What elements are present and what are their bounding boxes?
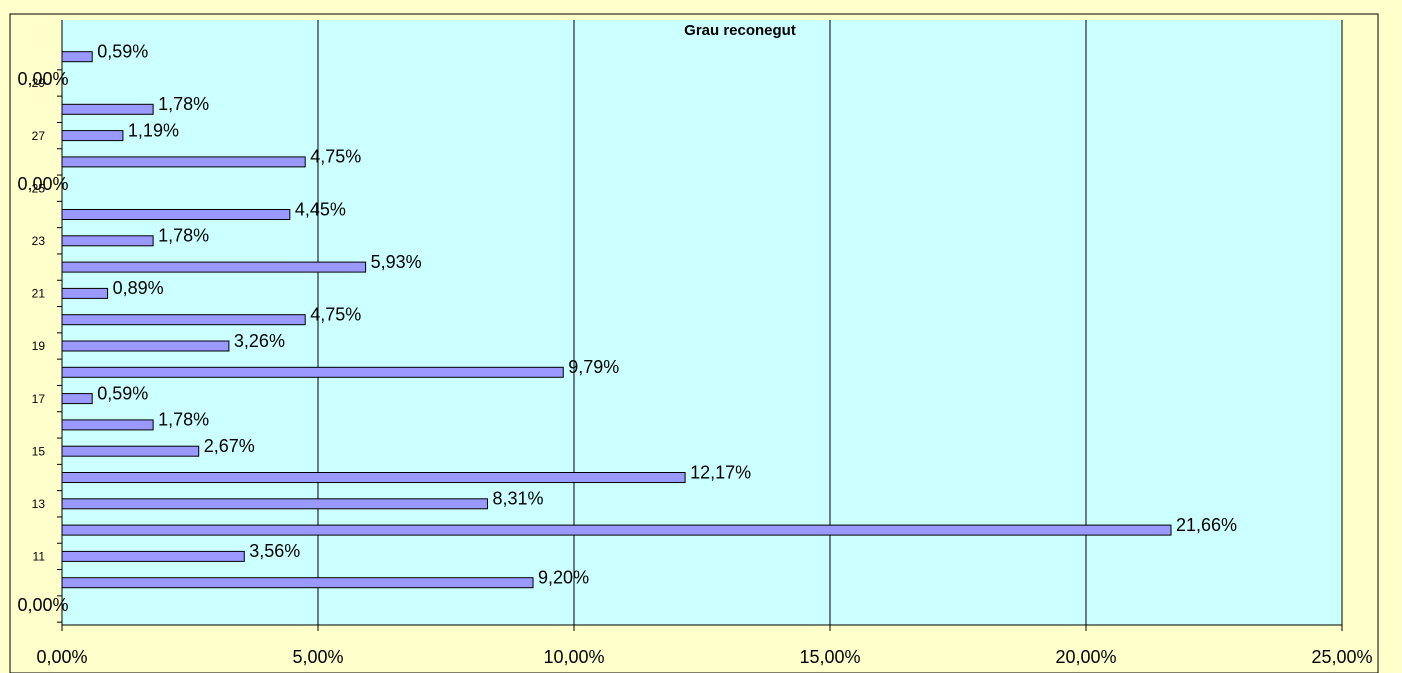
chart-title: Grau reconegut (684, 22, 796, 39)
data-label: 0,00% (17, 595, 68, 615)
y-tick-label: 21 (32, 287, 46, 301)
bar (61, 156, 306, 168)
data-label: 3,26% (234, 331, 285, 351)
bar (61, 314, 306, 326)
bar (61, 261, 367, 273)
data-label: 3,56% (249, 541, 300, 561)
data-label: 1,19% (128, 120, 179, 140)
data-label: 1,78% (158, 226, 209, 246)
bar (61, 103, 154, 115)
data-label: 2,67% (204, 436, 255, 456)
bar (61, 524, 1172, 536)
y-tick-label: 27 (32, 129, 46, 143)
data-label: 21,66% (1176, 515, 1237, 535)
bar (61, 51, 93, 63)
data-label: 9,20% (538, 567, 589, 587)
data-label: 9,79% (568, 357, 619, 377)
y-tick-label: 13 (32, 497, 46, 511)
bar (61, 393, 93, 405)
x-tick-label: 0,00% (36, 647, 87, 667)
x-tick-label: 5,00% (292, 647, 343, 667)
data-label: 1,78% (158, 410, 209, 430)
data-label: 0,89% (113, 278, 164, 298)
y-tick-label: 29 (32, 76, 46, 90)
data-label: 4,75% (310, 147, 361, 167)
data-label: 0,00% (17, 69, 68, 89)
bar (61, 498, 488, 510)
bar (61, 472, 686, 483)
y-tick-label: 17 (32, 392, 46, 406)
x-tick-label: 15,00% (799, 647, 860, 667)
bar (61, 366, 564, 378)
data-label: 0,00% (17, 174, 68, 194)
data-label: 4,75% (310, 304, 361, 324)
y-tick-label: 11 (33, 550, 46, 564)
data-label: 8,31% (492, 489, 543, 509)
x-tick-label: 20,00% (1055, 647, 1116, 667)
bar (61, 445, 200, 457)
bar (61, 577, 534, 589)
y-tick-label: 19 (32, 339, 46, 353)
x-tick-label: 10,00% (543, 647, 604, 667)
bar (61, 340, 230, 352)
y-tick-label: 25 (32, 181, 46, 195)
x-tick-label: 25,00% (1311, 647, 1372, 667)
data-label: 4,45% (295, 199, 346, 219)
bar (61, 209, 291, 220)
data-label: 12,17% (690, 462, 751, 482)
data-label: 5,93% (371, 252, 422, 272)
data-label: 0,59% (97, 383, 148, 403)
bar (61, 235, 154, 247)
bar (61, 550, 245, 562)
bar (61, 287, 109, 299)
y-tick-label: 23 (32, 234, 46, 248)
bar (61, 419, 154, 431)
data-label: 1,78% (158, 94, 209, 114)
y-tick-label: 15 (32, 444, 46, 458)
data-label: 0,59% (97, 41, 148, 61)
bar (61, 130, 124, 142)
